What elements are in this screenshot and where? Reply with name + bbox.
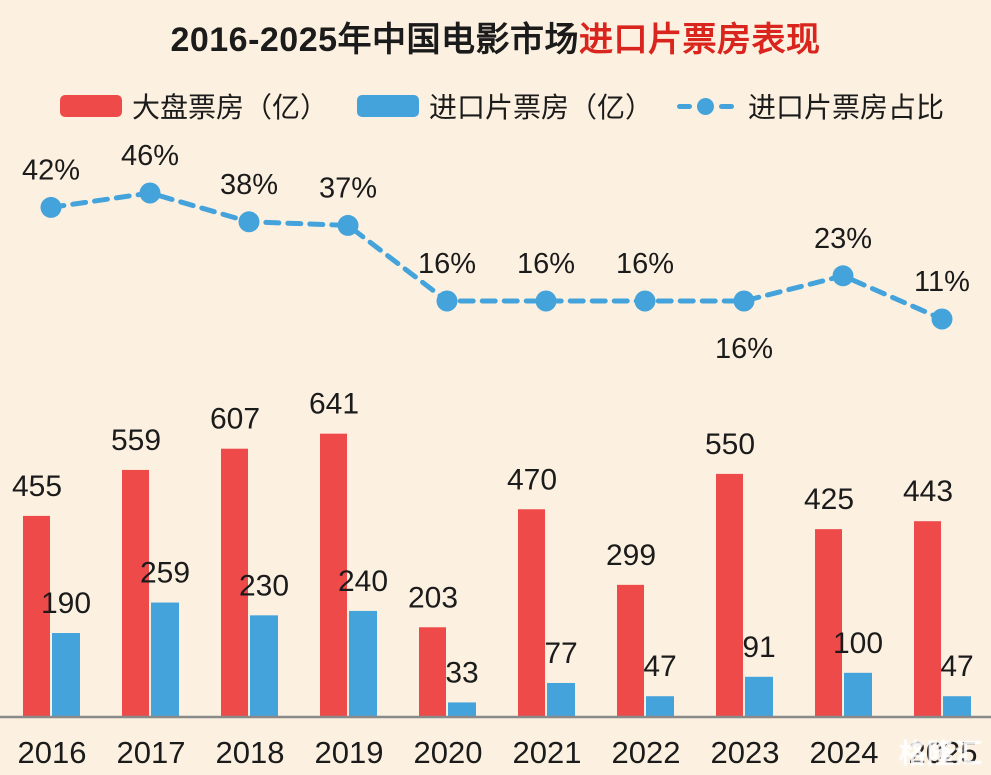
import-bar-value-label: 100: [833, 627, 883, 660]
x-axis-year-label: 2022: [612, 735, 681, 770]
import-share-percent-label: 37%: [319, 172, 377, 204]
import-bar: [151, 602, 179, 717]
import-share-percent-label: 16%: [616, 248, 674, 280]
import-share-percent-label: 42%: [22, 154, 80, 186]
x-axis-year-label: 2017: [117, 735, 186, 770]
import-bar: [250, 615, 278, 717]
import-bar-value-label: 91: [742, 631, 775, 664]
import-share-percent-label: 38%: [220, 169, 278, 201]
gross-bar: [914, 521, 941, 717]
import-share-percent-label: 11%: [914, 266, 970, 298]
import-bar-value-label: 47: [940, 650, 973, 683]
gross-bar-value-label: 607: [210, 403, 260, 436]
import-share-point: [337, 214, 359, 236]
gross-bar: [617, 584, 644, 717]
import-share-point: [238, 211, 260, 233]
gross-bar-value-label: 425: [804, 483, 854, 516]
import-share-percent-label: 16%: [418, 248, 476, 280]
gross-bar: [221, 448, 248, 717]
import-share-point: [139, 182, 161, 204]
x-axis-year-label: 2025: [909, 735, 978, 770]
import-bar-value-label: 230: [239, 569, 289, 602]
legend-label-share: 进口片票房占比: [748, 92, 945, 123]
gross-bar-value-label: 641: [309, 388, 359, 421]
gross-bar-value-label: 455: [12, 470, 62, 503]
import-bar: [745, 676, 773, 717]
gross-bar: [815, 529, 842, 717]
import-share-point: [931, 308, 953, 330]
legend-item-gross-boxoffice: 大盘票房（亿）: [60, 90, 328, 123]
import-bar: [943, 696, 971, 717]
dash-dot-line-icon: [677, 97, 734, 115]
import-bar-value-label: 259: [140, 557, 190, 590]
import-bar-value-label: 190: [41, 587, 91, 620]
x-axis-year-label: 2018: [216, 735, 285, 770]
import-bar: [844, 672, 872, 717]
import-share-percent-label: 16%: [715, 333, 773, 365]
import-bar-swatch-icon: [357, 95, 419, 117]
x-axis-year-label: 2020: [414, 735, 483, 770]
chart-title: 2016-2025年中国电影市场进口片票房表现: [0, 12, 991, 61]
gross-bar-swatch-icon: [60, 95, 122, 117]
x-axis-year-label: 2021: [513, 735, 582, 770]
import-bar: [547, 682, 575, 717]
gross-bar: [419, 627, 446, 717]
import-share-point: [733, 290, 755, 312]
gross-bar-value-label: 299: [606, 539, 656, 572]
import-share-point: [436, 290, 458, 312]
import-bar-value-label: 47: [643, 650, 676, 683]
legend-label-gross: 大盘票房（亿）: [132, 92, 329, 123]
import-share-point: [40, 196, 62, 218]
import-bar-value-label: 33: [445, 656, 478, 689]
legend-label-import: 进口片票房（亿）: [429, 92, 654, 123]
gross-bar: [122, 469, 149, 717]
gross-bar: [518, 509, 545, 717]
import-share-point: [535, 290, 557, 312]
import-share-point: [832, 265, 854, 287]
x-axis-year-label: 2019: [315, 735, 384, 770]
import-share-percent-label: 46%: [121, 140, 179, 172]
gross-bar-value-label: 550: [705, 428, 755, 461]
gross-bar-value-label: 443: [903, 475, 953, 508]
x-axis-year-label: 2024: [810, 735, 879, 770]
import-bar: [349, 610, 377, 717]
import-bar: [448, 702, 476, 717]
import-share-percent-label: 23%: [814, 223, 872, 255]
gross-bar: [23, 515, 50, 717]
gross-bar-value-label: 559: [111, 424, 161, 457]
gross-bar: [716, 473, 743, 717]
import-share-point: [634, 290, 656, 312]
gross-bar-value-label: 470: [507, 463, 557, 496]
chart-title-main: 2016-2025年中国电影市场: [170, 21, 580, 59]
x-axis-year-label: 2023: [711, 735, 780, 770]
import-share-line: [48, 190, 945, 322]
legend-item-import-boxoffice: 进口片票房（亿）: [357, 90, 653, 123]
import-bar-value-label: 77: [544, 637, 577, 670]
gross-bar: [320, 433, 347, 717]
import-bar: [646, 696, 674, 717]
x-axis-year-label: 2016: [18, 735, 87, 770]
chart-title-accent: 进口片票房表现: [579, 21, 821, 59]
gross-bar-value-label: 203: [408, 581, 458, 614]
import-share-percent-label: 16%: [517, 248, 575, 280]
import-bar-value-label: 240: [338, 565, 388, 598]
import-bar: [52, 633, 80, 717]
legend-item-import-share: 进口片票房占比: [677, 90, 944, 123]
